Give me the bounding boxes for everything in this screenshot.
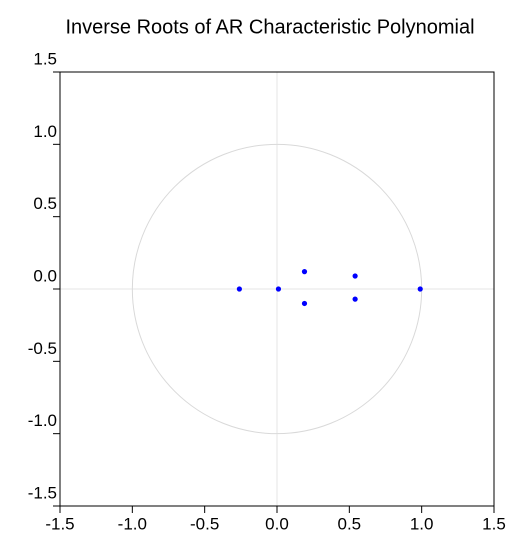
y-tick-label: 1.5 — [33, 49, 57, 68]
point — [301, 300, 308, 307]
y-tick-label: 0.0 — [33, 266, 57, 285]
y-tick-label: -0.5 — [28, 339, 57, 358]
x-tick-label: -0.5 — [190, 514, 219, 533]
point — [301, 269, 308, 275]
x-tick-label: 0.0 — [265, 514, 289, 533]
x-tick-label: 0.5 — [338, 514, 362, 533]
x-tick-label: 1.5 — [482, 514, 506, 533]
point — [417, 286, 423, 292]
chart-title: Inverse Roots of AR Characteristic Polyn… — [65, 16, 474, 38]
y-tick-label: -1.5 — [28, 483, 57, 502]
point — [236, 286, 242, 292]
y-tick-label: 1.0 — [33, 122, 57, 141]
point — [352, 273, 358, 279]
y-tick-label: 0.5 — [33, 194, 57, 213]
x-tick-label: -1.0 — [118, 514, 147, 533]
y-tick-label: -1.0 — [28, 411, 57, 430]
x-tick-label: 1.0 — [410, 514, 434, 533]
x-tick-label: -1.5 — [45, 514, 74, 533]
point — [275, 286, 282, 292]
point — [352, 296, 358, 302]
